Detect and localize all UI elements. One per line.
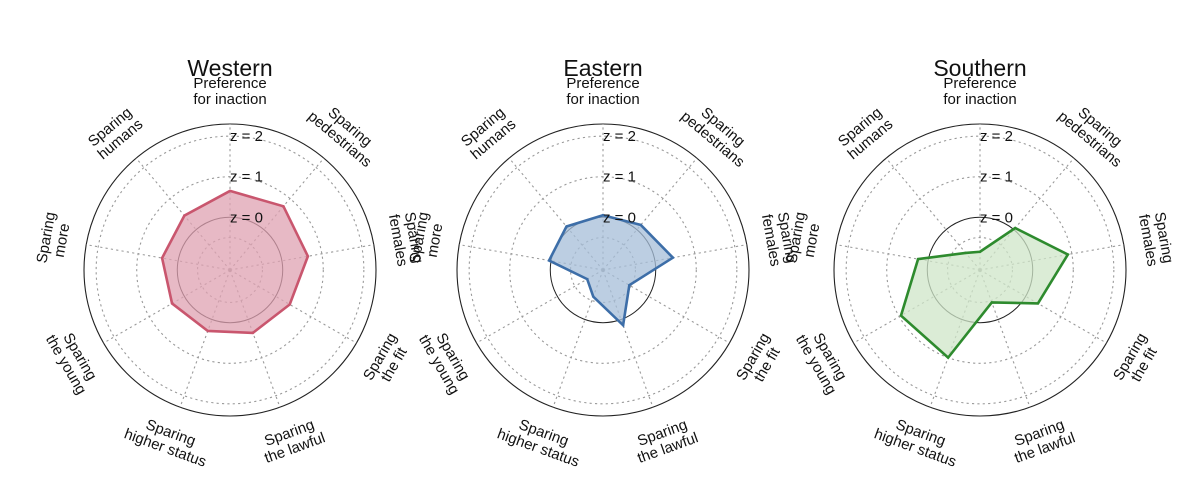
axis-label: Sparinghumans	[834, 103, 896, 163]
data-point	[547, 259, 551, 262]
axis-label: Sparingpedestrians	[1054, 96, 1135, 171]
data-point	[1066, 253, 1070, 256]
axis-label: Sparingthe lawful	[630, 414, 701, 467]
data-point	[160, 256, 164, 260]
tick-label: z = 2	[603, 128, 636, 145]
axis-label: Sparingthe young	[415, 324, 477, 398]
data-point	[183, 214, 186, 217]
tick-label: z = 1	[603, 169, 636, 186]
data-point	[964, 251, 967, 255]
axis-label: Sparinghumans	[457, 103, 519, 163]
data-point	[639, 223, 642, 227]
axis-label: Sparingmore	[33, 211, 74, 268]
axis-label-line: more	[51, 222, 74, 259]
axis-label-line: Preference	[943, 75, 1016, 92]
data-point	[282, 205, 285, 208]
tick-label: z = 2	[230, 128, 263, 145]
axis-label: Preference for inaction	[566, 75, 639, 108]
axis-label: Sparingthe fit	[360, 330, 414, 391]
axis-label-line: for inaction	[943, 91, 1016, 108]
data-point	[565, 225, 568, 228]
data-point	[946, 356, 950, 359]
axis-label: Sparinghigher status	[872, 410, 964, 470]
radial-gridline	[476, 269, 604, 344]
data-point	[621, 324, 625, 327]
data-point	[990, 301, 993, 304]
axis-label: Sparingthe lawful	[257, 414, 328, 467]
tick-label: z = 0	[980, 209, 1013, 226]
axis-label: Sparingfemales	[1135, 210, 1177, 267]
data-point	[601, 214, 605, 217]
data-series-polygon	[547, 213, 675, 328]
western-radar-panel: Western z = 2 z = 1 z = 0 Preference for ina…	[33, 55, 426, 471]
eastern-radar-panel: Eastern z = 2 z = 1 z = 0 Preference for ina…	[406, 55, 799, 471]
tick-label: z = 0	[230, 209, 263, 226]
panel-title: Southern	[933, 55, 1026, 81]
data-point	[228, 189, 232, 193]
data-series-polygon	[160, 189, 310, 335]
data-point	[592, 295, 595, 298]
panel-title: Western	[187, 55, 272, 81]
axis-label-line: Preference	[566, 75, 639, 92]
axis-label-line: more	[424, 222, 447, 259]
southern-radar-panel: Southern z = 2 z = 1 z = 0 Preference for in…	[783, 55, 1176, 471]
grid-ring	[468, 135, 738, 405]
tick-label: z = 1	[980, 169, 1013, 186]
axis-label-line: for inaction	[566, 91, 639, 108]
axis-label: Sparingmore	[406, 211, 447, 268]
data-point	[251, 331, 255, 335]
axis-label: Sparingthe fit	[733, 330, 787, 391]
data-point	[1036, 302, 1040, 305]
tick-label: z = 1	[230, 169, 263, 186]
data-point	[916, 257, 920, 261]
data-point	[899, 314, 903, 317]
data-point	[628, 284, 631, 287]
data-series-polygon	[899, 226, 1070, 360]
axis-label-line: more	[801, 222, 824, 259]
data-point	[170, 302, 174, 305]
axis-label: Sparingpedestrians	[677, 96, 758, 171]
axis-label: Sparingthe fit	[1110, 330, 1164, 391]
axis-label: Sparinghigher status	[122, 410, 214, 470]
axis-label: Sparinghumans	[84, 103, 146, 163]
axis-label: Sparingthe young	[42, 324, 104, 398]
axis-label: Preference for inaction	[193, 75, 266, 108]
data-point	[288, 303, 291, 306]
panel-title: Eastern	[563, 55, 642, 81]
data-point	[1013, 226, 1017, 230]
data-point	[978, 250, 982, 253]
data-point	[585, 277, 589, 281]
tick-label: z = 0	[603, 209, 636, 226]
grid-ring	[95, 135, 365, 405]
axis-label: Sparingthe lawful	[1007, 414, 1078, 467]
data-point	[671, 256, 675, 259]
axis-label-line: Preference	[193, 75, 266, 92]
axis-label: Sparingpedestrians	[304, 96, 385, 171]
axis-label: Sparinghigher status	[495, 410, 587, 470]
axis-label: Preference for inaction	[943, 75, 1016, 108]
tick-label: z = 2	[980, 128, 1013, 145]
data-point	[206, 329, 210, 333]
axis-label-line: for inaction	[193, 91, 266, 108]
data-point	[306, 255, 310, 258]
axis-label: Sparingthe young	[792, 324, 854, 398]
